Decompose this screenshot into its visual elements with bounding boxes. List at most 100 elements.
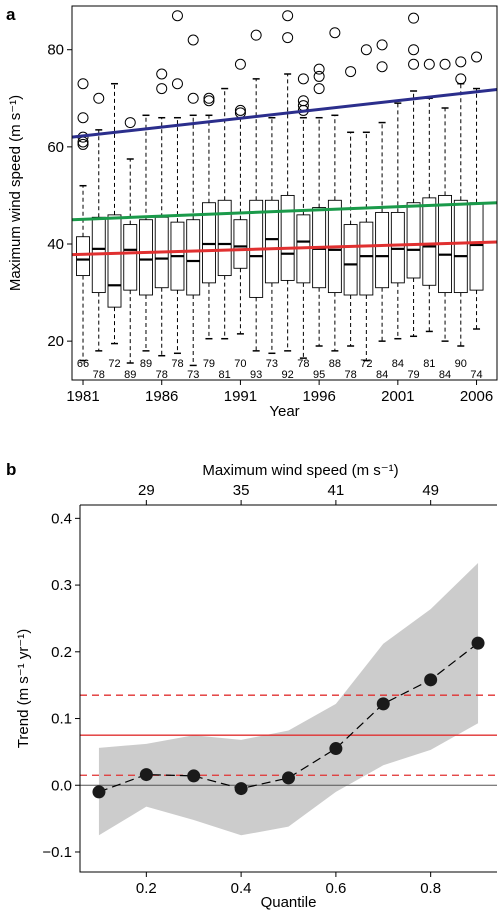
panel-a-count-labels: 6678728989787873798170937392789588787284… xyxy=(77,358,483,381)
y-tick-label: 0.0 xyxy=(51,777,72,794)
boxplot-2003 xyxy=(422,58,437,333)
confidence-band xyxy=(98,563,479,836)
count-label: 92 xyxy=(282,369,294,381)
x-tick-label: 0.6 xyxy=(325,880,346,897)
panel-b-y-axis-title: Trend (m s⁻¹ yr⁻¹) xyxy=(15,629,32,748)
panel-b-label: b xyxy=(6,460,16,479)
box-iqr xyxy=(359,221,374,296)
count-label: 84 xyxy=(376,369,388,381)
count-label: 79 xyxy=(407,369,419,381)
count-label: 81 xyxy=(219,369,231,381)
outlier-point xyxy=(234,58,246,70)
boxplot-1983 xyxy=(107,82,122,345)
box-iqr xyxy=(422,197,437,286)
panel-b-axis-lines xyxy=(79,505,497,873)
x-tick-label: 1991 xyxy=(224,388,257,405)
count-label: 95 xyxy=(313,369,325,381)
count-label: 72 xyxy=(108,358,120,370)
x-tick-label: 0.2 xyxy=(136,880,157,897)
outlier-point xyxy=(93,92,105,104)
box-iqr xyxy=(406,202,421,279)
outlier-point xyxy=(313,70,325,82)
trend-point xyxy=(187,769,201,783)
boxplot-1989 xyxy=(201,92,216,340)
trend-point xyxy=(139,768,153,782)
boxplot-2006 xyxy=(469,51,484,330)
boxplot-2001 xyxy=(390,102,405,340)
count-label: 89 xyxy=(124,369,136,381)
count-label: 88 xyxy=(329,358,341,370)
x-tick-label: 1981 xyxy=(66,388,99,405)
boxplot-1997 xyxy=(327,27,342,352)
count-label: 73 xyxy=(187,369,199,381)
trend-point xyxy=(92,785,106,799)
box-iqr xyxy=(343,224,358,296)
boxplot-2002 xyxy=(406,12,421,338)
boxplot-1990 xyxy=(217,87,232,340)
outlier-point xyxy=(313,83,325,95)
outlier-point xyxy=(282,32,294,44)
box-iqr xyxy=(264,199,279,284)
outlier-point xyxy=(203,95,215,107)
outlier-point xyxy=(203,92,215,104)
outlier-point xyxy=(455,73,467,85)
panel-b-confidence-band xyxy=(98,563,479,836)
trend-point xyxy=(234,782,248,796)
y-tick-label: 0.3 xyxy=(51,577,72,594)
outlier-point xyxy=(423,58,435,70)
top-tick-label: 41 xyxy=(328,482,345,499)
outlier-point xyxy=(376,61,388,73)
count-label: 81 xyxy=(423,358,435,370)
trend-point xyxy=(329,742,343,756)
boxplot-1995 xyxy=(296,73,311,359)
outlier-point xyxy=(77,78,89,90)
boxplot-1991 xyxy=(233,58,248,335)
outlier-point xyxy=(77,138,89,150)
x-tick-label: 2006 xyxy=(460,388,493,405)
boxplot-1992 xyxy=(249,29,264,352)
outlier-point xyxy=(376,39,388,51)
panel-a-frame xyxy=(71,5,498,381)
y-tick-label: 0.2 xyxy=(51,644,72,661)
outlier-point xyxy=(282,10,294,22)
outlier-point xyxy=(234,107,246,119)
boxplot-1986 xyxy=(154,68,169,357)
boxplot-1984 xyxy=(123,117,138,364)
boxplot-1982 xyxy=(91,92,106,352)
boxplot-1985 xyxy=(139,114,153,352)
count-label: 89 xyxy=(140,358,152,370)
count-label: 66 xyxy=(77,358,89,370)
trend-line-2 xyxy=(71,201,498,222)
count-label: 78 xyxy=(93,369,105,381)
trend-point xyxy=(376,697,390,711)
outlier-point xyxy=(187,92,199,104)
x-tick-label: 2001 xyxy=(381,388,414,405)
box-iqr xyxy=(375,211,390,289)
y-tick-label: 40 xyxy=(47,236,64,253)
trend-line xyxy=(98,642,479,793)
outlier-point xyxy=(187,34,199,46)
boxplot-1987 xyxy=(170,10,185,355)
panel-a-y-axis-title: Maximum wind speed (m s⁻¹) xyxy=(7,95,24,291)
outlier-point xyxy=(171,10,183,22)
outlier-point xyxy=(234,104,246,116)
trend-point xyxy=(424,673,438,687)
count-label: 93 xyxy=(250,369,262,381)
outlier-point xyxy=(77,112,89,124)
panel-a-axes: 20 40 60 80 1981 1986 1991 1996 2001 2006 xyxy=(47,5,498,405)
panel-a-boxplots xyxy=(76,10,484,367)
outlier-point xyxy=(171,78,183,90)
y-tick-label: 20 xyxy=(47,333,64,350)
box-iqr xyxy=(469,202,484,291)
panel-a-trend-lines xyxy=(71,88,498,257)
top-tick-label: 49 xyxy=(422,482,439,499)
count-label: 90 xyxy=(455,358,467,370)
outlier-point xyxy=(156,83,168,95)
trend-point xyxy=(282,771,295,785)
count-label: 78 xyxy=(171,358,183,370)
boxplot-2005 xyxy=(453,56,468,347)
boxplot-1994 xyxy=(280,10,295,352)
count-label: 78 xyxy=(297,358,309,370)
count-label: 72 xyxy=(360,358,372,370)
